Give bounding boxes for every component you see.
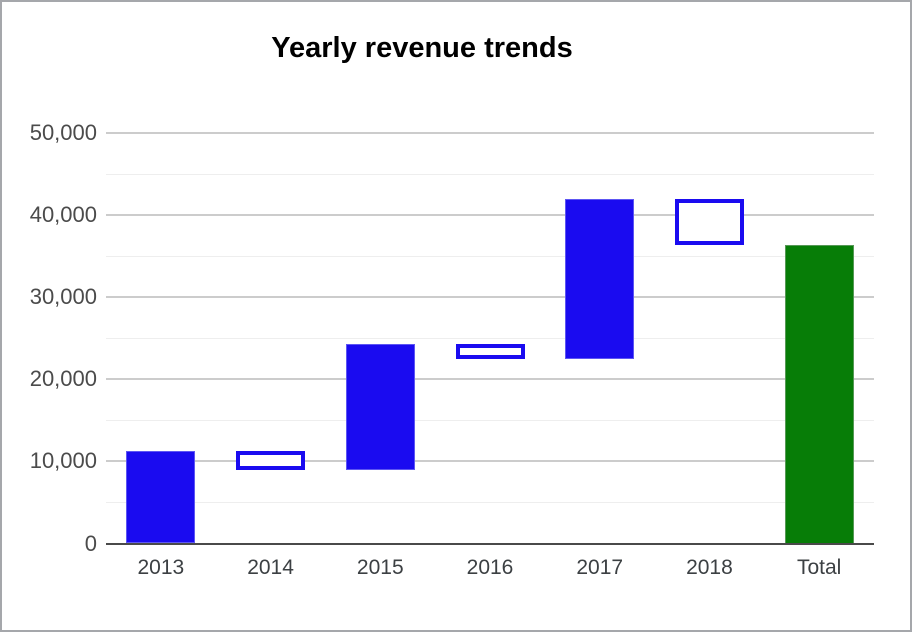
bar-2015[interactable]: [345, 343, 415, 470]
y-tick-label-30000: 30,000: [29, 284, 97, 310]
bar-2013[interactable]: [126, 450, 196, 544]
major-gridline-30000: [106, 296, 874, 299]
minor-gridline-45000: [106, 173, 874, 175]
minor-gridline-25000: [106, 337, 874, 339]
x-axis-label-2013: 2013: [137, 556, 185, 579]
y-tick-label-20000: 20,000: [29, 366, 97, 392]
bar-2016[interactable]: [455, 343, 525, 359]
major-gridline-40000: [106, 214, 874, 217]
bar-total[interactable]: [784, 245, 854, 544]
chart-title: Yearly revenue trends: [271, 32, 573, 64]
major-gridline-20000: [106, 378, 874, 381]
bar-2017[interactable]: [565, 198, 635, 359]
y-tick-label-40000: 40,000: [29, 202, 97, 228]
x-axis-baseline: [106, 542, 874, 545]
x-axis-label-2017: 2017: [576, 556, 624, 579]
y-tick-label-10000: 10,000: [29, 448, 97, 474]
x-axis-label-2016: 2016: [466, 556, 514, 579]
major-gridline-10000: [106, 460, 874, 463]
bar-2018[interactable]: [674, 198, 744, 246]
y-tick-label-0: 0: [84, 530, 97, 556]
x-axis-label-2014: 2014: [247, 556, 294, 579]
minor-gridline-5000: [106, 501, 874, 503]
x-axis-label-2018: 2018: [686, 556, 733, 579]
x-axis-label-total: Total: [796, 556, 842, 579]
x-axis-label-2015: 2015: [356, 556, 404, 579]
minor-gridline-35000: [106, 255, 874, 257]
y-tick-label-50000: 50,000: [29, 119, 97, 145]
plot-area: [106, 110, 874, 546]
minor-gridline-15000: [106, 419, 874, 421]
bar-2014[interactable]: [236, 450, 306, 470]
major-gridline-50000: [106, 131, 874, 134]
